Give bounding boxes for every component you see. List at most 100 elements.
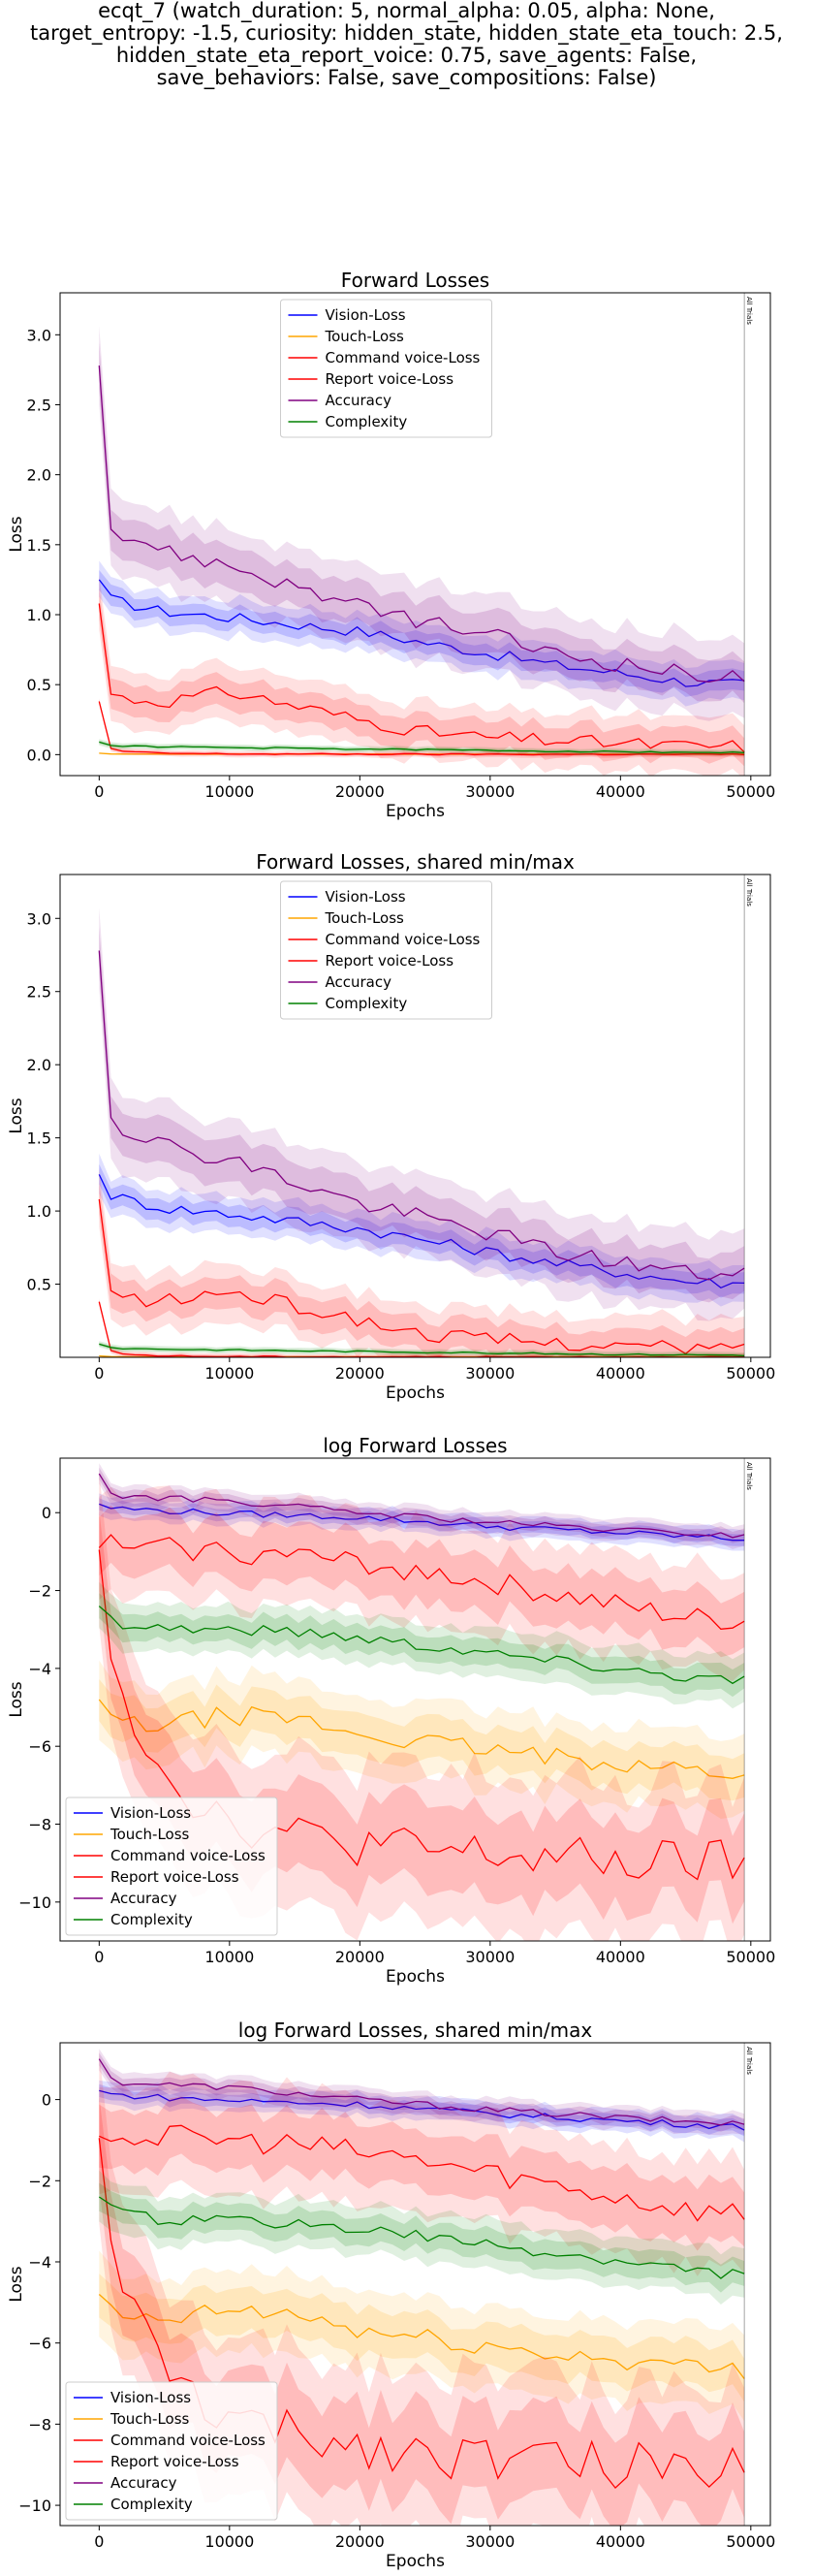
axes-frame — [59, 1457, 771, 1942]
legend-label: Report voice-Loss — [110, 1868, 239, 1886]
trial-annotation: All Trials — [745, 878, 753, 906]
legend-label: Accuracy — [326, 973, 392, 991]
chart-title: Forward Losses — [341, 269, 489, 292]
series-line-complexity — [99, 741, 745, 754]
axes-frame — [59, 874, 771, 1358]
y-tick-label: −8 — [28, 2415, 51, 2433]
legend-label: Report voice-Loss — [110, 2453, 239, 2470]
series-line-vision-loss — [99, 1503, 745, 1542]
figure-suptitle: ecqt_7 (watch_duration: 5, normal_alpha:… — [0, 0, 813, 89]
series-line-accuracy — [98, 950, 745, 1281]
y-tick-label: 0 — [42, 1504, 51, 1522]
series-band-accuracy — [99, 326, 745, 721]
legend-label: Touch-Loss — [325, 909, 405, 927]
series-line-touch-loss — [98, 1699, 745, 1779]
y-tick-label: −6 — [28, 1737, 51, 1756]
legend: Vision-Loss Touch-Loss Command voice-Loss R… — [280, 299, 492, 438]
series-band-vision-loss — [99, 1498, 745, 1546]
chart-title: log Forward Losses — [323, 1434, 507, 1457]
legend-label: Accuracy — [110, 1890, 177, 1907]
x-tick-label: 10000 — [204, 1364, 254, 1383]
y-tick-label: −4 — [28, 1660, 51, 1678]
series-line-vision-loss — [98, 1174, 745, 1289]
chart-title: log Forward Losses, shared min/max — [238, 2019, 593, 2042]
chart-title: Forward Losses, shared min/max — [256, 850, 575, 874]
chart-forward-losses: All Trials Forward Losses 0 10000 20000 30000… — [7, 269, 775, 821]
series-line-complexity — [98, 2196, 745, 2279]
chart-log-forward-losses: All Trials log Forward Losses 0 10000 20000 3… — [7, 1434, 775, 1987]
y-tick-label: −10 — [18, 2496, 51, 2515]
y-tick-label: 1.5 — [27, 536, 51, 555]
x-tick-label: 0 — [94, 1948, 104, 1966]
series-line-report-voice-loss — [98, 701, 745, 756]
series-band-command-voice-loss — [99, 588, 745, 767]
y-tick-label: 2.5 — [27, 396, 51, 414]
legend-label: Accuracy — [110, 2474, 177, 2492]
y-tick-label: −10 — [18, 1893, 51, 1912]
legend-label: Vision-Loss — [326, 306, 406, 324]
y-axis-label: Loss — [7, 2266, 26, 2302]
x-tick-label: 50000 — [726, 2532, 775, 2551]
legend-label: Vision-Loss — [110, 2389, 191, 2406]
plot-area — [98, 907, 745, 1357]
x-tick-label: 0 — [94, 1364, 104, 1383]
y-tick-label: −6 — [28, 2335, 51, 2353]
x-tick-label: 40000 — [596, 1364, 645, 1383]
trial-annotation: All Trials — [745, 297, 753, 325]
series-band-complexity — [99, 1581, 745, 1709]
series-line-vision-loss — [99, 2089, 745, 2131]
series-band-command-voice-loss — [99, 1505, 745, 1658]
legend-label: Report voice-Loss — [326, 952, 454, 970]
series-band-vision-loss — [99, 570, 745, 697]
series-band-accuracy — [99, 1467, 745, 1543]
chart-log-forward-losses-shared: All Trials log Forward Losses, shared min… — [7, 2019, 775, 2571]
legend-label: Complexity — [326, 413, 408, 430]
x-tick-label: 30000 — [465, 1948, 515, 1966]
series-band-command-voice-loss — [99, 2071, 745, 2276]
y-tick-label: 2.0 — [27, 1056, 51, 1074]
y-tick-label: 2.0 — [27, 466, 51, 485]
y-tick-label: 3.0 — [27, 909, 51, 928]
series-band-vision-loss — [99, 2080, 745, 2143]
legend-label: Command voice-Loss — [326, 931, 481, 948]
series-band-complexity — [99, 1593, 745, 1698]
series-band-complexity — [99, 2182, 745, 2293]
suptitle-line: target_entropy: -1.5, curiosity: hidden_… — [30, 21, 783, 45]
trial-annotation: All Trials — [745, 1462, 753, 1490]
y-tick-label: 0.5 — [27, 1276, 51, 1294]
series-line-command-voice-loss — [99, 2124, 745, 2222]
legend-box — [280, 299, 492, 438]
legend-label: Accuracy — [326, 392, 392, 409]
series-band-accuracy — [99, 907, 745, 1321]
chart-forward-losses-shared: All Trials Forward Losses, shared min/max… — [7, 850, 775, 1403]
x-tick-label: 30000 — [465, 2532, 515, 2551]
series-line-complexity — [98, 1606, 745, 1685]
series-band-touch-loss — [99, 2274, 745, 2402]
x-tick-label: 20000 — [335, 782, 385, 801]
series-band-vision-loss — [99, 2083, 745, 2137]
x-tick-label: 10000 — [204, 1948, 254, 1966]
x-tick-label: 40000 — [596, 782, 645, 801]
x-tick-label: 40000 — [596, 2532, 645, 2551]
series-line-command-voice-loss — [98, 1534, 745, 1630]
legend-label: Vision-Loss — [110, 1804, 191, 1822]
y-tick-label: 3.0 — [27, 326, 51, 344]
series-line-accuracy — [98, 2058, 745, 2126]
series-line-vision-loss — [98, 579, 745, 687]
series-band-accuracy — [99, 342, 745, 704]
legend-label: Command voice-Loss — [110, 2432, 266, 2449]
legend-label: Vision-Loss — [326, 888, 406, 906]
trial-annotation: All Trials — [745, 2047, 753, 2075]
series-band-accuracy — [99, 927, 745, 1303]
y-tick-label: 1.0 — [27, 606, 51, 624]
y-tick-label: −2 — [28, 1582, 51, 1601]
plot-area — [98, 326, 745, 776]
legend-label: Command voice-Loss — [326, 349, 481, 366]
legend-label: Complexity — [326, 995, 408, 1012]
y-tick-label: −2 — [28, 2172, 51, 2190]
series-band-vision-loss — [99, 1163, 745, 1298]
suptitle-line: ecqt_7 (watch_duration: 5, normal_alpha:… — [98, 0, 715, 22]
y-tick-label: 1.0 — [27, 1202, 51, 1221]
y-tick-label: 0.0 — [27, 746, 51, 764]
legend-label: Command voice-Loss — [110, 1847, 266, 1864]
